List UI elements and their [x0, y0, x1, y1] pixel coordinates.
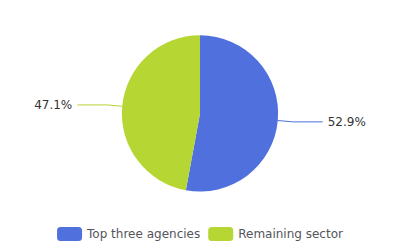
svg-text:52.9%: 52.9%	[328, 115, 366, 129]
svg-text:47.1%: 47.1%	[34, 98, 72, 112]
svg-text:Top three agencies: Top three agencies	[86, 227, 200, 241]
svg-text:Remaining sector: Remaining sector	[238, 227, 343, 241]
